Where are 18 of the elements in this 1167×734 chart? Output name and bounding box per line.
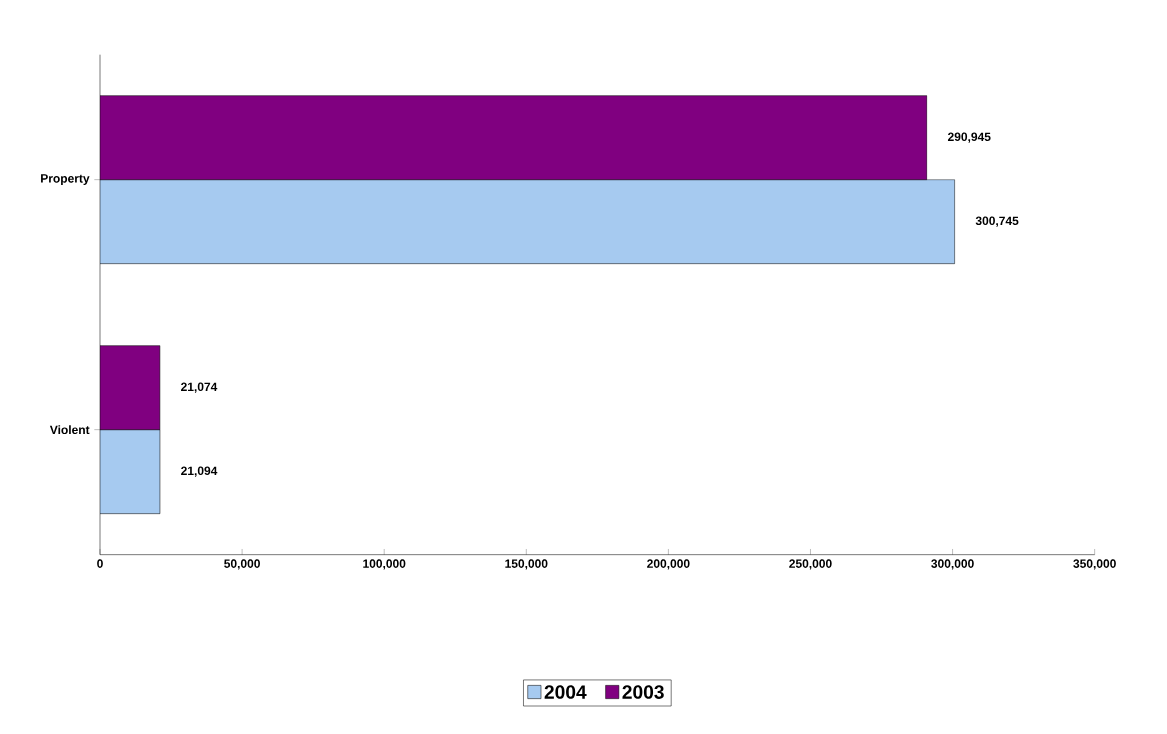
x-tick-label: 250,000 [789, 559, 832, 570]
y-tick-label: Property [41, 174, 90, 186]
bar [100, 179, 955, 264]
data-label: 21,094 [181, 466, 218, 477]
x-tick-label: 200,000 [647, 559, 690, 570]
x-tick-label: 350,000 [1073, 559, 1116, 570]
x-tick-label: 300,000 [931, 559, 974, 570]
bar [100, 429, 161, 514]
x-tick-label: 100,000 [363, 559, 406, 570]
data-label: 290,945 [947, 132, 991, 143]
x-tick-label: 0 [97, 559, 103, 568]
x-tick-label: 150,000 [505, 559, 548, 570]
data-label: 300,745 [975, 216, 1019, 227]
y-tick-label: Violent [49, 425, 90, 435]
data-label: 21,074 [181, 382, 218, 393]
x-tick-label: 50,000 [224, 559, 260, 570]
legend-label: 2004 [544, 685, 587, 699]
legend-label: 2003 [622, 685, 664, 699]
